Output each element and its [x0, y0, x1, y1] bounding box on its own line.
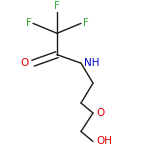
Text: F: F: [54, 1, 60, 10]
Text: NH: NH: [84, 58, 99, 68]
Text: O: O: [96, 108, 104, 118]
Text: F: F: [26, 18, 32, 28]
Text: OH: OH: [96, 136, 112, 146]
Text: F: F: [82, 18, 88, 28]
Text: O: O: [20, 58, 28, 68]
